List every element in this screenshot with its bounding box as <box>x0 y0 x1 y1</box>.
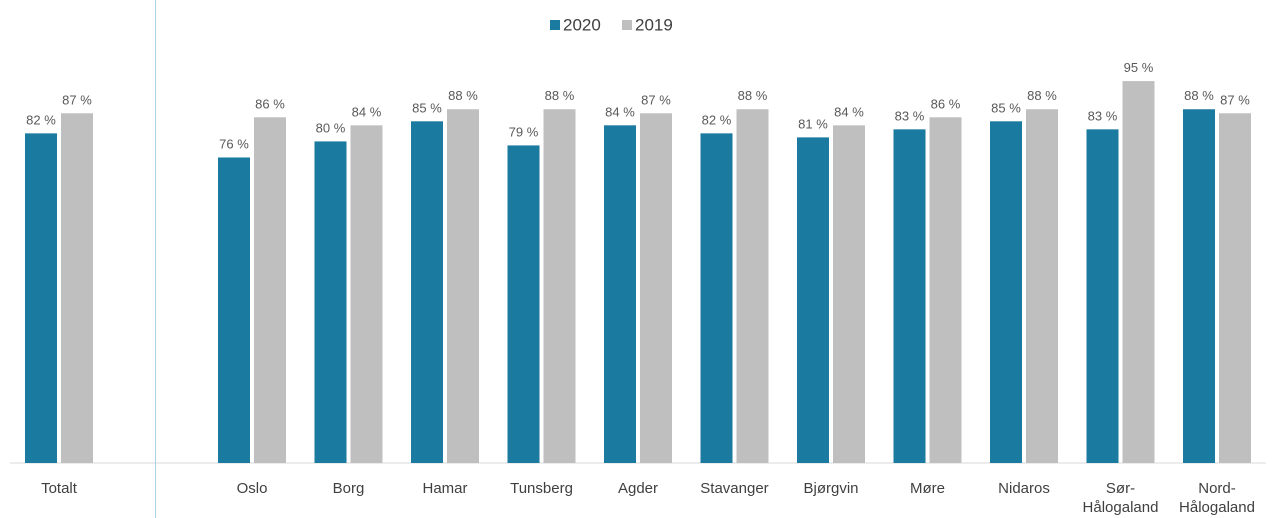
x-tick-label: Tunsberg <box>510 480 573 497</box>
bar <box>1219 113 1251 463</box>
x-tick-label: Agder <box>617 480 659 497</box>
value-label: 86 % <box>255 96 285 111</box>
bar <box>1086 129 1119 463</box>
x-tick-label: Møre <box>910 480 945 497</box>
legend-swatch <box>622 20 632 30</box>
x-tick-label: Oslo <box>236 480 268 497</box>
value-label: 84 % <box>352 104 382 119</box>
bar <box>1026 109 1058 464</box>
value-label: 88 % <box>448 88 478 103</box>
bar <box>1122 81 1155 463</box>
x-tick-label: Totalt <box>41 480 77 497</box>
bar <box>640 113 672 463</box>
bar <box>218 157 250 464</box>
bar <box>447 109 479 464</box>
bar <box>893 129 926 463</box>
value-label: 82 % <box>26 112 56 127</box>
value-label: 79 % <box>509 124 539 139</box>
bar <box>700 133 733 464</box>
value-label: 80 % <box>316 120 346 135</box>
value-label: 85 % <box>991 100 1021 115</box>
value-label: 83 % <box>895 108 925 123</box>
x-tick-label: Bjørgvin <box>803 480 859 497</box>
bar <box>61 113 93 463</box>
legend-swatch <box>550 20 560 30</box>
value-label: 86 % <box>931 96 961 111</box>
bar <box>254 117 286 463</box>
value-label: 88 % <box>1027 88 1057 103</box>
legend-label: 2020 <box>563 15 601 34</box>
value-label: 95 % <box>1124 60 1154 75</box>
bar <box>1183 109 1215 464</box>
value-label: 81 % <box>798 116 828 131</box>
bar <box>25 133 57 464</box>
x-tick-label: Sør- Hålogaland <box>1082 480 1159 516</box>
value-label: 84 % <box>834 104 864 119</box>
value-label: 88 % <box>545 88 575 103</box>
x-tick-label: Stavanger <box>700 480 769 497</box>
x-tick-label: Nidaros <box>998 480 1050 497</box>
bar <box>350 125 383 463</box>
value-label: 85 % <box>412 100 442 115</box>
value-label: 87 % <box>1220 92 1250 107</box>
bar <box>736 109 769 464</box>
x-tick-label: Nord- Hålogaland <box>1179 480 1255 516</box>
bar <box>929 117 962 463</box>
value-label: 76 % <box>219 136 249 151</box>
value-label: 87 % <box>62 92 92 107</box>
bar <box>411 121 443 464</box>
bar <box>543 109 576 464</box>
bar <box>833 125 865 463</box>
value-label: 87 % <box>641 92 671 107</box>
bar <box>314 141 347 463</box>
value-label: 83 % <box>1088 108 1118 123</box>
value-label: 84 % <box>605 104 635 119</box>
bar <box>990 121 1022 464</box>
x-tick-label: Hamar <box>422 480 468 497</box>
bar <box>507 145 540 464</box>
x-tick-label: Borg <box>332 480 365 497</box>
value-label: 88 % <box>1184 88 1214 103</box>
value-label: 88 % <box>738 88 768 103</box>
bar <box>604 125 636 463</box>
bar <box>797 137 829 463</box>
value-label: 82 % <box>702 112 732 127</box>
legend-label: 2019 <box>635 15 673 34</box>
